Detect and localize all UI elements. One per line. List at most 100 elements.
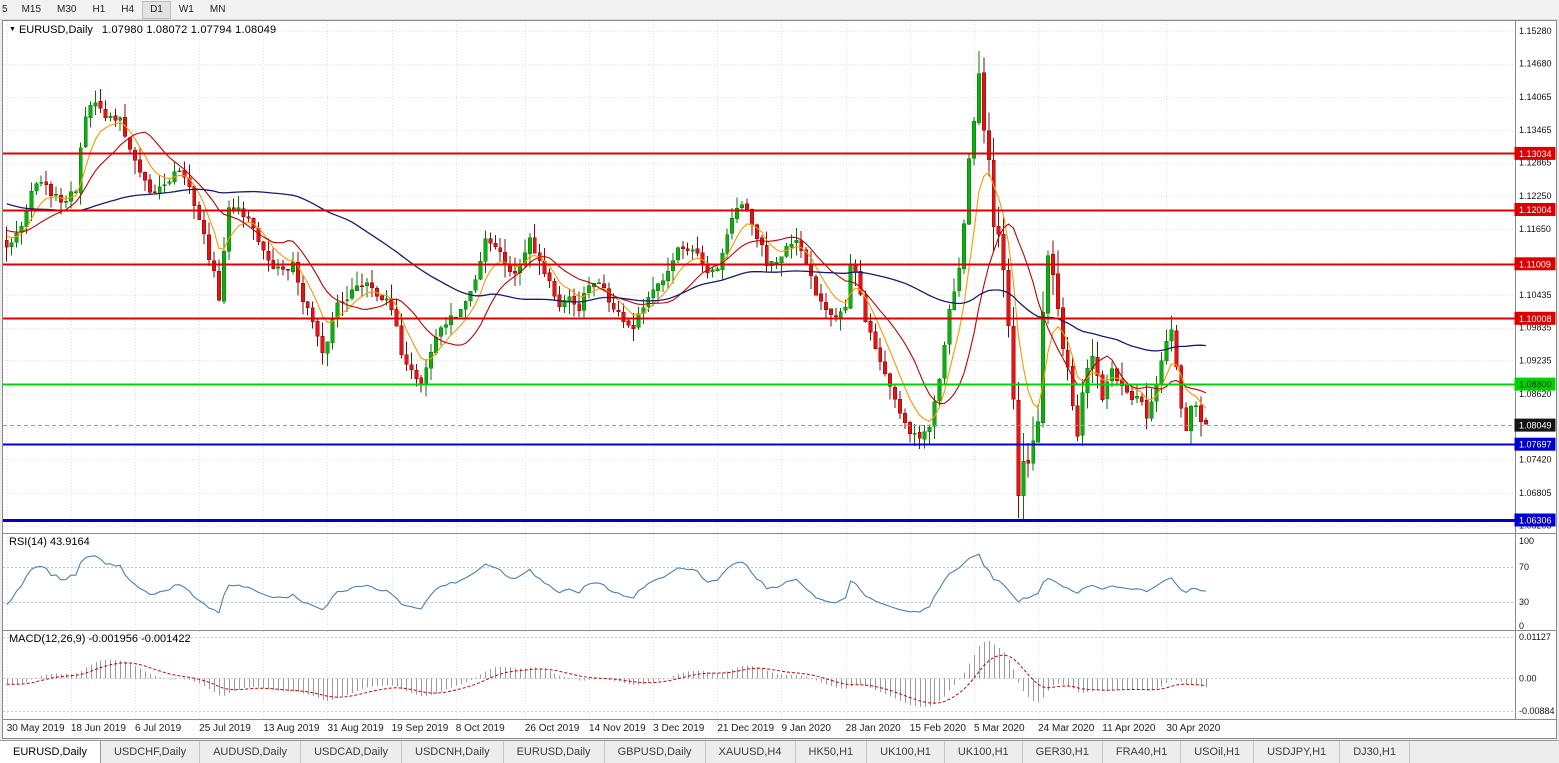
svg-text:1.07697: 1.07697 [1519,440,1552,450]
date-label: 30 May 2019 [6,723,65,734]
date-label: 14 Nov 2019 [589,723,646,734]
tab-xauusd-h4[interactable]: XAUUSD,H4 [706,741,796,763]
timeframe-w1-button[interactable]: W1 [171,1,202,19]
chart-title: ▼ EURUSD,Daily 1.07980 1.08072 1.07794 1.0… [9,24,276,36]
svg-text:1.06306: 1.06306 [1519,516,1552,526]
date-label: 6 Jul 2019 [135,723,182,734]
svg-text:1.10008: 1.10008 [1519,314,1552,324]
date-label: 19 Sep 2019 [391,723,449,734]
tab-usdchf-daily[interactable]: USDCHF,Daily [101,741,201,763]
moving-average-55 [6,188,1206,352]
svg-text:0.01127: 0.01127 [1519,632,1551,642]
date-label: 3 Dec 2019 [653,723,705,734]
macd-label: MACD(12,26,9) -0.001956 -0.001422 [9,633,191,645]
svg-text:-0.00884: -0.00884 [1519,706,1555,716]
candles [4,50,1208,521]
tab-usdcnh-daily[interactable]: USDCNH,Daily [402,741,504,763]
tab-gbpusd-daily[interactable]: GBPUSD,Daily [605,741,706,763]
date-label: 9 Jan 2020 [781,723,831,734]
svg-text:1.12004: 1.12004 [1519,205,1552,215]
svg-text:1.13465: 1.13465 [1519,125,1552,135]
price-axis[interactable]: 1.15280 1.14680 1.14065 1.13465 1.12865 1.122… [1519,26,1552,531]
timeframe-d1-button[interactable]: D1 [142,0,171,19]
tab-audusd-daily[interactable]: AUDUSD,Daily [200,741,302,763]
price-badges: 1.13034 1.12004 1.11009 1.10008 1.08800 1.076… [1514,146,1556,527]
date-label: 24 Mar 2020 [1038,723,1095,734]
timeframe-m30-button[interactable]: M30 [49,1,84,19]
svg-text:0.00: 0.00 [1519,673,1537,683]
svg-text:1.10435: 1.10435 [1519,290,1552,300]
svg-text:70: 70 [1519,562,1529,572]
date-label: 18 Jun 2019 [70,723,126,734]
rsi-label: RSI(14) 43.9164 [9,536,90,548]
chart-symbol-label: EURUSD,Daily [18,24,93,36]
tab-usdjpy-h1[interactable]: USDJPY,H1 [1254,741,1341,763]
rsi-axis[interactable]: 100 70 30 0 [1519,536,1534,630]
svg-text:1.12250: 1.12250 [1519,191,1552,201]
date-label: 28 Jan 2020 [845,723,901,734]
timeframe-mn-button[interactable]: MN [202,1,234,19]
grid [3,21,1515,533]
moving-average-14 [6,131,1207,405]
svg-text:1.06805: 1.06805 [1519,488,1552,498]
svg-text:1.09835: 1.09835 [1519,323,1552,333]
date-label: 26 Oct 2019 [524,723,580,734]
tab-fra40-h1[interactable]: FRA40,H1 [1103,741,1182,763]
chart-window: ▼ EURUSD,Daily 1.07980 1.08072 1.07794 1.0… [2,20,1557,739]
timeframe-toolbar: 5 M15 M30 H1 H4 D1 W1 MN [0,0,1559,20]
date-label: 8 Oct 2019 [455,723,505,734]
date-label: 25 Jul 2019 [199,723,251,734]
moving-average-7 [6,121,1207,422]
macd-axis[interactable]: 0.01127 0.00 -0.00884 [1519,632,1555,716]
chart-tabbar: EURUSD,Daily USDCHF,Daily AUDUSD,Daily USDC… [0,740,1559,763]
date-label: 21 Dec 2019 [717,723,775,734]
rsi-pane[interactable]: RSI(14) 43.9164 100 70 30 0 [3,533,1556,630]
date-label: 5 Mar 2020 [973,723,1025,734]
tab-ger30-h1[interactable]: GER30,H1 [1023,741,1103,763]
svg-text:1.07420: 1.07420 [1519,454,1552,464]
svg-text:1.09235: 1.09235 [1519,355,1552,365]
tab-uk100-h1[interactable]: UK100,H1 [945,741,1023,763]
macd-pane[interactable]: MACD(12,26,9) -0.001956 -0.001422 0.0112… [3,630,1556,719]
svg-text:1.08800: 1.08800 [1519,380,1552,390]
macd-signal-line [6,654,1206,704]
macd-chart-svg[interactable]: 0.01127 0.00 -0.00884 [3,631,1556,719]
timeframe-m5-button[interactable]: 5 [0,1,14,19]
chart-dropdown-icon[interactable]: ▼ [9,26,16,33]
timeframe-h4-button[interactable]: H4 [113,1,142,19]
date-axis[interactable]: 30 May 2019 18 Jun 2019 6 Jul 2019 25 Jul 2… [3,719,1556,737]
svg-text:1.12865: 1.12865 [1519,158,1552,168]
date-label: 15 Feb 2020 [909,723,966,734]
svg-text:1.15280: 1.15280 [1519,26,1552,36]
svg-text:1.11650: 1.11650 [1519,224,1551,234]
svg-text:1.13034: 1.13034 [1519,149,1552,159]
date-label: 31 Aug 2019 [327,723,384,734]
horizontal-level-lines[interactable] [3,152,1515,522]
svg-text:1.14680: 1.14680 [1519,59,1552,69]
timeframe-h1-button[interactable]: H1 [84,1,113,19]
chart-ohlc-values: 1.07980 1.08072 1.07794 1.08049 [101,24,277,36]
date-label: 30 Apr 2020 [1166,723,1221,734]
tab-usoil-h1[interactable]: USOil,H1 [1181,741,1255,763]
date-label: 11 Apr 2020 [1102,723,1156,734]
rsi-chart-svg[interactable]: 100 70 30 0 [3,534,1556,630]
svg-text:0: 0 [1519,621,1524,630]
main-chart-svg[interactable]: 1.15280 1.14680 1.14065 1.13465 1.12865 1.122… [3,21,1556,533]
tab-eurusd-daily[interactable]: EURUSD,Daily [0,741,101,763]
tab-eurusd-daily[interactable]: EURUSD,Daily [504,741,605,763]
rsi-line [6,553,1206,614]
timeframe-m15-button[interactable]: M15 [14,1,49,19]
tab-hk50-h1[interactable]: HK50,H1 [796,741,868,763]
svg-text:1.11009: 1.11009 [1519,259,1551,269]
tab-dj30-h1[interactable]: DJ30,H1 [1340,741,1410,763]
svg-text:100: 100 [1519,536,1534,546]
svg-text:1.14065: 1.14065 [1519,92,1552,102]
date-label: 13 Aug 2019 [263,723,320,734]
tab-uk100-h1[interactable]: UK100,H1 [867,741,945,763]
macd-histogram [7,641,1207,707]
main-chart-pane[interactable]: ▼ EURUSD,Daily 1.07980 1.08072 1.07794 1.0… [3,21,1556,533]
svg-text:30: 30 [1519,597,1529,607]
tab-usdcad-daily[interactable]: USDCAD,Daily [301,741,403,763]
svg-text:1.08049: 1.08049 [1519,421,1552,431]
svg-text:1.08620: 1.08620 [1519,389,1552,399]
